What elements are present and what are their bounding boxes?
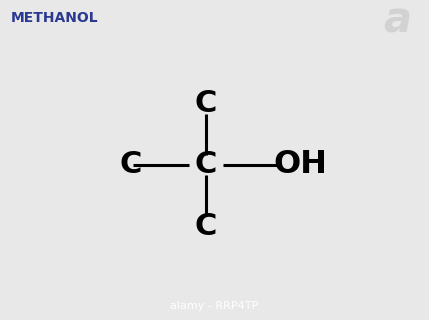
Text: C: C	[195, 212, 217, 241]
Text: C: C	[120, 150, 142, 179]
Text: C: C	[195, 89, 217, 118]
Text: OH: OH	[273, 149, 327, 180]
Text: a: a	[384, 0, 412, 41]
Text: C: C	[195, 150, 217, 179]
Text: alamy - RRP4TP: alamy - RRP4TP	[170, 301, 259, 311]
Text: METHANOL: METHANOL	[11, 11, 98, 25]
